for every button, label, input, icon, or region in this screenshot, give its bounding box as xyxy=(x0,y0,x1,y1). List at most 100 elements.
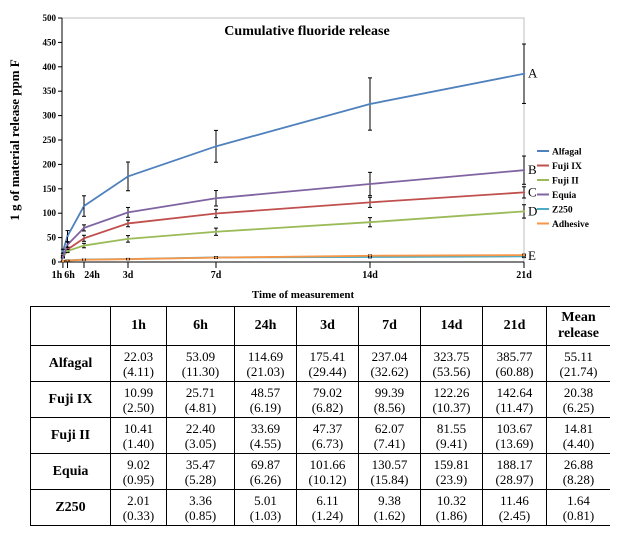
cell-value: 103.67 xyxy=(496,420,533,436)
data-point xyxy=(66,249,69,253)
header-cell: 24h xyxy=(234,306,297,346)
cell-sd: (0.33) xyxy=(122,507,155,523)
legend-label: Fuji II xyxy=(552,177,579,187)
table-cell: 142.64 (11.47) xyxy=(482,381,547,418)
legend-label: Equia xyxy=(552,191,577,201)
cell-value: 81.55 xyxy=(436,420,467,436)
data-point xyxy=(214,212,218,215)
data-point xyxy=(82,244,86,247)
y-tick-label: 150 xyxy=(43,184,57,194)
header-cell: Mean release xyxy=(546,306,610,346)
data-point xyxy=(82,226,86,230)
cell-value: 2.01 xyxy=(127,492,150,508)
cell-value: 6.11 xyxy=(316,492,339,508)
table-cell: 1.64 (0.81) xyxy=(546,489,610,526)
cell-sd: (60.88) xyxy=(495,363,534,379)
cell-sd: (29.44) xyxy=(308,363,347,379)
y-tick-label: 500 xyxy=(43,13,57,23)
cell-value: 53.09 xyxy=(185,348,216,364)
data-point xyxy=(61,256,65,259)
table-row: Alfagal 22.03 (4.11) 53.09 (11.30) 114.69 (21.… xyxy=(30,345,610,382)
x-tick-label: 21d xyxy=(516,270,532,281)
series-annotation-d: D xyxy=(528,203,537,218)
cell-sd: (10.12) xyxy=(308,471,347,487)
cell-sd: (6.26) xyxy=(249,471,282,487)
series-annotation-b: B xyxy=(528,162,537,177)
cell-value: 10.41 xyxy=(123,420,154,436)
legend-label: Fuji IX xyxy=(552,162,582,172)
header-cell: 21d xyxy=(482,306,547,346)
table-cell: 101.66 (10.12) xyxy=(296,453,359,490)
table-cell: 62.07 (7.41) xyxy=(358,417,421,454)
table-row: Z250 2.01 (0.33) 3.36 (0.85) 5.01 (1.03) 6.11 (1… xyxy=(30,489,610,526)
data-point xyxy=(61,259,65,263)
table-cell: 79.02 (6.82) xyxy=(296,381,359,418)
data-point xyxy=(61,250,65,253)
table-row: Fuji IX 10.99 (2.50) 25.71 (4.81) 48.57 (6.19)… xyxy=(30,381,610,418)
y-tick-label: 200 xyxy=(43,159,57,169)
cell-value: 237.04 xyxy=(371,348,408,364)
table-cell: 33.69 (4.55) xyxy=(234,417,297,454)
data-point xyxy=(214,197,218,200)
row-label: Fuji IX xyxy=(30,381,111,418)
x-axis-title: Time of measurement xyxy=(252,289,355,301)
cell-value: 101.66 xyxy=(309,456,346,472)
cell-value: 79.02 xyxy=(312,384,343,400)
cell-value: 99.39 xyxy=(374,384,405,400)
cell-sd: (6.25) xyxy=(562,399,595,415)
cell-value: 323.75 xyxy=(433,348,470,364)
header-cell: 7d xyxy=(358,306,421,346)
table-cell: 53.09 (11.30) xyxy=(166,345,235,382)
cell-value: 35.47 xyxy=(185,456,216,472)
table-cell: 9.38 (1.62) xyxy=(358,489,421,526)
data-point xyxy=(126,257,130,261)
x-tick-label: 1h xyxy=(52,270,63,281)
header-cell: 3d xyxy=(296,306,359,346)
legend-label: Z250 xyxy=(552,206,573,216)
cell-sd: (28.97) xyxy=(495,471,534,487)
series-line-fuji-ix xyxy=(62,191,525,258)
chart-canvas: 0 50 100 150 200 250 300 350 400 450 500 1h 6h 24h 3d 7… xyxy=(7,13,589,301)
table-cell: 10.41 (1.40) xyxy=(110,417,167,454)
data-point xyxy=(214,256,218,259)
data-point xyxy=(126,175,130,178)
series-annotation-e: E xyxy=(528,248,536,263)
table-cell: 14.81 (4.40) xyxy=(546,417,610,454)
data-point xyxy=(66,234,69,238)
table-cell: 5.01 (1.03) xyxy=(234,489,297,526)
cell-sd: (32.62) xyxy=(370,363,409,379)
cell-value: 69.87 xyxy=(250,456,281,472)
cell-sd: (11.30) xyxy=(181,363,220,379)
x-tick-label: 14d xyxy=(362,270,378,281)
table-cell: 99.39 (8.56) xyxy=(358,381,421,418)
data-point xyxy=(126,237,130,241)
series-line-fuji-ii xyxy=(62,210,525,258)
row-label: Alfagal xyxy=(30,345,111,382)
data-point xyxy=(368,201,372,204)
cell-sd: (1.24) xyxy=(311,507,344,523)
data-point xyxy=(126,222,130,225)
table-cell: 6.11 (1.24) xyxy=(296,489,359,526)
cell-value: 9.38 xyxy=(378,492,401,508)
cell-value: 33.69 xyxy=(250,420,281,436)
table-cell: 26.88 (8.28) xyxy=(546,453,610,490)
cell-sd: (4.40) xyxy=(562,435,595,451)
cell-sd: (1.62) xyxy=(373,507,406,523)
cell-sd: (8.28) xyxy=(562,471,595,487)
x-tick-label: 24h xyxy=(84,270,100,281)
table-cell: 3.36 (0.85) xyxy=(166,489,235,526)
cell-value: 48.57 xyxy=(250,384,281,400)
table-cell: 10.99 (2.50) xyxy=(110,381,167,418)
cell-sd: (4.11) xyxy=(123,363,154,379)
y-tick-label: 300 xyxy=(43,111,57,121)
cell-sd: (21.03) xyxy=(246,363,285,379)
cell-sd: (10.37) xyxy=(432,399,471,415)
data-point xyxy=(522,72,526,75)
table-cell: 385.77 (60.88) xyxy=(482,345,547,382)
header-cell xyxy=(30,306,111,346)
table-cell: 20.38 (6.25) xyxy=(546,381,610,418)
table-cell: 159.81 (23.9) xyxy=(420,453,483,490)
cell-value: 175.41 xyxy=(309,348,346,364)
data-point xyxy=(82,258,86,261)
cell-value: 26.88 xyxy=(563,456,594,472)
